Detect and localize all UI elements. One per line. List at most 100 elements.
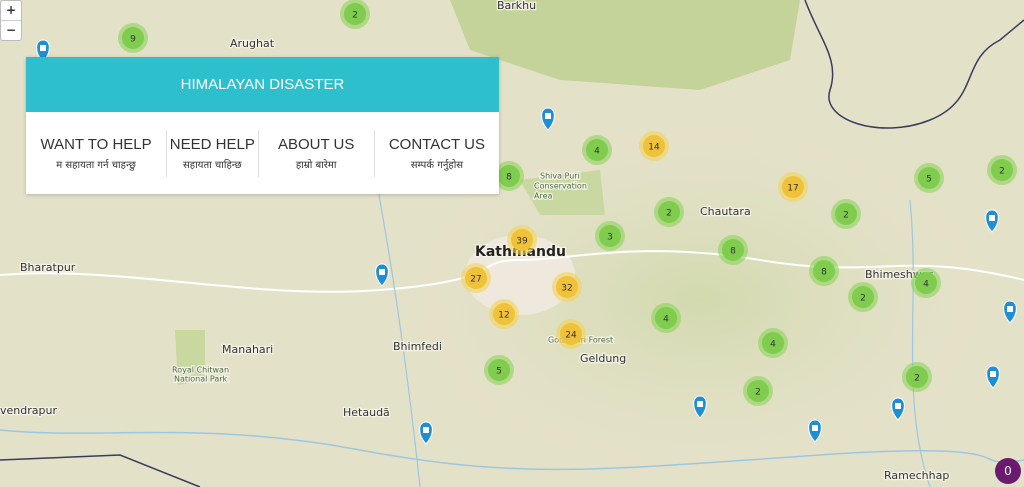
park [175,330,205,385]
cluster[interactable]: 2 [340,0,370,29]
cluster-count: 32 [561,284,572,294]
cluster[interactable]: 2 [902,362,932,392]
pin-icon [990,371,996,377]
pin-icon [40,45,46,51]
cluster[interactable]: 2 [654,197,684,227]
place-label: Manahari [222,343,273,356]
cluster-count: 2 [666,209,672,219]
place-label: Chautara [700,205,751,218]
cluster[interactable]: 4 [582,135,612,165]
pin-icon [812,425,818,431]
cluster-count: 24 [565,331,577,341]
cluster-count: 4 [923,280,929,290]
cluster[interactable]: 2 [743,376,773,406]
cluster[interactable]: 5 [914,163,944,193]
menu-item[interactable]: WANT TO HELP म सहायता गर्न चाहन्छु [26,129,168,177]
cluster-core [747,380,769,402]
menu-sublabel: म सहायता गर्न चाहन्छु [56,159,136,171]
cluster-count: 5 [926,175,932,185]
cluster-core [122,27,144,49]
cluster-core [991,159,1013,181]
cluster-count: 8 [821,268,827,278]
menu-label: WANT TO HELP [40,135,152,153]
place-label: Area [534,192,553,201]
pin-icon [379,269,385,275]
menu-item[interactable]: NEED HELP सहायता चाहिन्छ [167,129,259,177]
cluster-core [918,167,940,189]
place-label: Barkhu [497,0,536,12]
cluster-count: 27 [470,275,481,285]
panel-title[interactable]: HIMALAYAN DISASTER [26,57,499,112]
cluster-count: 17 [787,184,798,194]
cluster-count: 4 [663,315,669,325]
menu-label: ABOUT US [277,135,355,153]
cluster[interactable]: 8 [494,161,524,191]
menu-item[interactable]: ABOUT US हाम्रो बारेमा [259,129,375,177]
menu-sublabel: सहायता चाहिन्छ [183,159,242,171]
cluster-core [852,286,874,308]
cluster[interactable]: 3 [595,221,625,251]
cluster-core [722,239,744,261]
road [0,250,1024,293]
cluster[interactable]: 2 [987,155,1017,185]
pins [36,39,1017,445]
cluster-count: 2 [999,167,1005,177]
cluster[interactable]: 14 [639,131,669,161]
cluster-core [488,359,510,381]
cluster-core [915,272,937,294]
place-label: Conservation [534,182,587,191]
cluster-core [813,260,835,282]
river [909,199,931,487]
place-label: Arughat [230,37,275,50]
cluster-core [782,176,804,198]
river [0,429,1024,471]
menu-label: CONTACT US [388,135,485,153]
cluster-count: 5 [496,367,502,377]
cluster-core [658,201,680,223]
menu-sublabel: हाम्रो बारेमा [295,159,337,171]
cluster-count: 2 [843,211,849,221]
cluster[interactable]: 32 [552,272,582,302]
pin-icon [989,215,995,221]
place-label: Bharatpur [20,261,76,274]
place-label: Shiva Puri [540,172,580,181]
cluster[interactable]: 4 [911,268,941,298]
place-label: National Park [174,375,228,384]
cluster[interactable]: 17 [778,172,808,202]
place-label: Hetaudā [343,406,390,419]
cluster-count: 39 [516,237,528,247]
cluster[interactable]: 2 [831,199,861,229]
menu-item[interactable]: CONTACT US सम्पर्क गर्नुहोस [375,130,499,177]
cluster-core [762,332,784,354]
zoom-out[interactable]: − [5,23,17,37]
cluster[interactable]: 8 [809,256,839,286]
place-label: vendrapur [0,404,57,417]
cluster[interactable]: 9 [118,23,148,53]
border [804,0,1024,129]
city-area [465,235,575,315]
cluster-core [655,307,677,329]
pin-icon [895,403,901,409]
cluster-core [465,267,487,289]
badge[interactable]: 0 [995,458,1021,484]
cluster-count: 9 [130,35,136,45]
cluster[interactable]: 4 [758,328,788,358]
cluster-core [560,323,582,345]
cluster-core [556,276,578,298]
cluster[interactable]: 8 [718,235,748,265]
cluster[interactable]: 5 [484,355,514,385]
pin-icon [423,427,429,433]
cluster[interactable]: 27 [461,263,491,293]
cluster[interactable]: 2 [848,282,878,312]
cluster[interactable]: 39 [507,225,537,255]
nav-panel: HIMALAYAN DISASTER WANT TO HELP म सहायता … [26,57,499,194]
zoom-in[interactable]: + [1,1,21,21]
cluster[interactable]: 4 [651,303,681,333]
place-label: Ramechhap [884,469,949,482]
cluster-core [344,3,366,25]
hills [370,100,1024,487]
cluster[interactable]: 12 [489,299,519,329]
cluster[interactable]: 24 [556,319,586,349]
